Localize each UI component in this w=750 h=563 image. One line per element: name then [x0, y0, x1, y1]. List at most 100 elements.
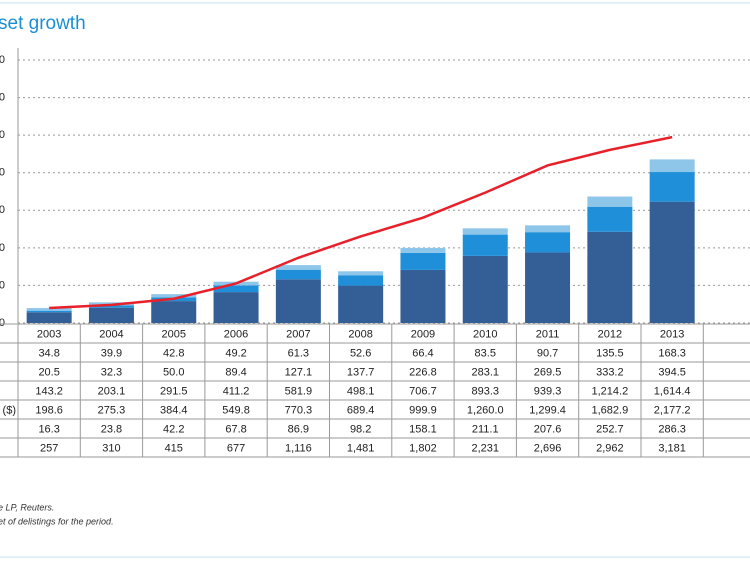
table-cell: 677: [227, 442, 245, 454]
y-tick-label: 3500: [0, 54, 5, 66]
bar-segment: [151, 301, 197, 323]
table-cell: 333.2: [596, 366, 624, 378]
table-cell: 39.9: [101, 347, 122, 359]
bar-segment: [88, 305, 134, 308]
bar-segment: [400, 252, 446, 270]
table-cell: 52.6: [350, 347, 371, 359]
x-tick-label: 2011: [536, 328, 560, 340]
table-cell: 1,116: [285, 442, 312, 454]
x-tick-label: 2009: [411, 328, 435, 340]
table-cell: 1,682.9: [591, 404, 628, 416]
table-cell: 2,177.2: [654, 404, 691, 416]
table-cell: 1,481: [347, 442, 375, 454]
table-cell: 89.4: [225, 366, 246, 378]
bar-segment: [462, 234, 508, 256]
bar-segment: [213, 292, 259, 323]
x-tick-label: 2003: [37, 328, 61, 340]
table-cell: 20.5: [38, 366, 59, 378]
bar-segment: [275, 279, 321, 323]
x-tick-label: 2004: [99, 328, 123, 340]
bar-segment: [587, 206, 633, 232]
bar-segment: [338, 285, 384, 323]
table-cell: 415: [165, 442, 183, 454]
table-cell: 198.6: [35, 404, 63, 416]
table-cell: 143.2: [35, 385, 63, 397]
table-cell: 893.3: [471, 385, 499, 397]
table-cell: 1,260.0: [467, 404, 504, 416]
y-tick-label: 3000: [0, 91, 5, 103]
table-cell: 1,299.4: [529, 404, 566, 416]
bar-segment: [462, 255, 508, 323]
table-cell: 1,614.4: [654, 385, 691, 397]
table-cell: 34.8: [38, 347, 59, 359]
table-cell: 283.1: [471, 366, 499, 378]
table-cell: 999.9: [409, 404, 437, 416]
table-cell: 226.8: [409, 366, 437, 378]
table-cell: 16.3: [38, 423, 59, 435]
y-tick-label: 1000: [0, 242, 5, 254]
table-cell: 2,696: [534, 442, 562, 454]
x-tick-label: 2008: [348, 328, 372, 340]
table-cell: 498.1: [347, 385, 375, 397]
row-label: ($): [3, 404, 16, 416]
y-tick-label: 2000: [0, 167, 5, 179]
bar-segment: [525, 232, 571, 253]
table-cell: 689.4: [347, 404, 375, 416]
table-cell: 158.1: [409, 423, 437, 435]
table-cell: 269.5: [534, 366, 562, 378]
table-cell: 252.7: [596, 423, 624, 435]
table-cell: 98.2: [350, 423, 371, 435]
table-cell: 42.2: [163, 423, 184, 435]
table-cell: 23.8: [101, 423, 122, 435]
bar-segment: [525, 252, 571, 323]
x-tick-label: 2013: [660, 328, 684, 340]
table-cell: 67.8: [225, 423, 246, 435]
x-tick-label: 2006: [224, 328, 248, 340]
bar-segment: [525, 225, 571, 233]
table-cell: 549.8: [222, 404, 250, 416]
table-cell: 61.3: [288, 347, 309, 359]
bar-segment: [587, 231, 633, 323]
table-cell: 2,231: [471, 442, 499, 454]
table-cell: 384.4: [160, 404, 188, 416]
bar-segment: [151, 294, 197, 298]
bar-segment: [213, 285, 259, 293]
bar-segment: [649, 201, 695, 323]
table-cell: 168.3: [658, 347, 686, 359]
table-cell: 2,962: [596, 442, 624, 454]
y-tick-label: 500: [0, 279, 5, 291]
table-cell: 286.3: [658, 423, 686, 435]
table-cell: 706.7: [409, 385, 437, 397]
bar-segment: [649, 172, 695, 202]
bar-segment: [275, 265, 321, 270]
table-cell: 770.3: [285, 404, 313, 416]
table-cell: 49.2: [225, 347, 246, 359]
table-cell: 207.6: [534, 423, 562, 435]
bar-segment: [462, 228, 508, 235]
table-cell: 32.3: [101, 366, 122, 378]
chart-title: set growth: [0, 13, 86, 34]
table-cell: 50.0: [163, 366, 184, 378]
x-tick-label: 2007: [286, 328, 310, 340]
table-cell: 42.8: [163, 347, 184, 359]
table-cell: 411.2: [223, 385, 250, 397]
table-cell: 257: [40, 442, 58, 454]
table-cell: 203.1: [98, 385, 126, 397]
table-cell: 1,802: [409, 442, 437, 454]
table-cell: 275.3: [98, 404, 126, 416]
bar-segment: [26, 308, 72, 311]
y-tick-label: 2500: [0, 129, 5, 141]
table-cell: 66.4: [412, 347, 433, 359]
bar-segment: [26, 310, 72, 313]
y-tick-label: 0: [0, 317, 5, 329]
source-note: e LP, Reuters.: [0, 502, 54, 512]
x-tick-label: 2012: [598, 328, 622, 340]
y-tick-label: 1500: [0, 204, 5, 216]
table-cell: 291.5: [160, 385, 188, 397]
table-cell: 83.5: [475, 347, 496, 359]
bar-segment: [338, 271, 384, 276]
bar-segment: [400, 269, 446, 323]
bar-segment: [400, 247, 446, 253]
table-cell: 127.1: [285, 366, 313, 378]
